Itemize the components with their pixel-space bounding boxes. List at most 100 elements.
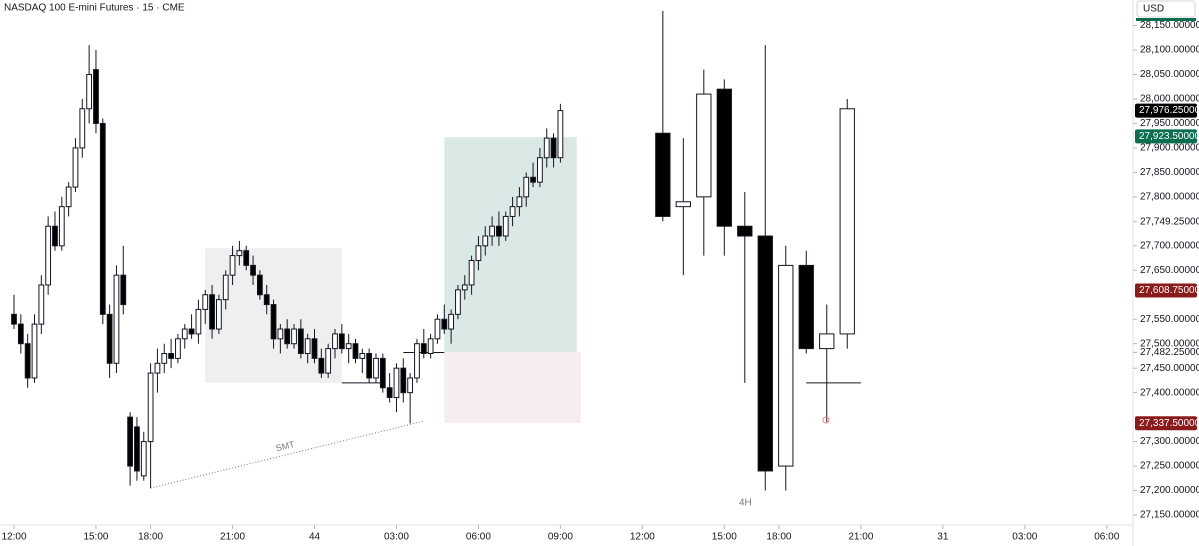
candle-body — [757, 235, 773, 472]
candle-body — [427, 338, 434, 354]
x-tick-label: 18:00 — [138, 532, 163, 543]
currency-button[interactable] — [1136, 0, 1196, 18]
candle-body — [448, 313, 455, 330]
x-tick-label: 44 — [309, 532, 321, 543]
candle-body — [297, 328, 304, 354]
price-label-box — [1135, 129, 1197, 144]
candle-body — [31, 323, 38, 379]
alert-dot — [822, 416, 830, 424]
candle-body — [106, 313, 113, 364]
y-tick-label: 28,050.000000 — [1140, 69, 1199, 80]
y-tick-label: 27,800.000000 — [1140, 192, 1199, 203]
x-tick-label: 03:00 — [384, 532, 409, 543]
candle-body — [482, 235, 489, 247]
trend-line — [150, 420, 424, 489]
candle-body — [304, 338, 311, 354]
candle-body — [550, 137, 557, 159]
candle-body — [52, 225, 58, 247]
x-tick-label: 31 — [937, 532, 949, 543]
candle-body — [38, 284, 45, 325]
y-tick-label: 28,000.000000 — [1140, 94, 1199, 105]
candle-body — [113, 274, 120, 364]
candle-body — [455, 289, 461, 315]
timeframe-annotation: 4H — [739, 498, 752, 509]
candle-body — [181, 328, 188, 340]
candle-body — [468, 259, 475, 286]
candle-body — [675, 201, 691, 208]
y-tick-label: 27,550.000000 — [1140, 314, 1199, 325]
candle-body — [236, 250, 243, 257]
currency[interactable]: USD — [1143, 4, 1164, 15]
candle-body — [161, 352, 168, 364]
y-tick-label: 27,950.000000 — [1140, 118, 1199, 129]
candle-body — [496, 225, 502, 237]
candle-body — [400, 367, 407, 394]
candle-body — [441, 318, 448, 330]
candle-body — [338, 333, 345, 350]
candle-body — [530, 176, 536, 183]
y-tick-label: 27,150.000000 — [1140, 510, 1199, 521]
price-label-box — [1135, 283, 1197, 298]
candle-body — [489, 225, 495, 237]
y-tick-label: 27,650.000000 — [1140, 265, 1199, 276]
candle-body — [24, 343, 31, 379]
candle-body — [229, 255, 236, 276]
candle-body — [366, 352, 373, 379]
y-tick-label: 28,150.000000 — [1140, 20, 1199, 31]
candle-body — [778, 264, 794, 467]
candle-body — [839, 108, 855, 335]
candle-body — [250, 264, 256, 276]
y-tick-label: 27,400.000000 — [1140, 387, 1199, 398]
candle-body — [216, 299, 222, 330]
candle-body — [188, 328, 195, 335]
candle-body — [798, 264, 814, 350]
y-tick-label: 27,450.000000 — [1140, 363, 1199, 374]
x-tick-label: 21:00 — [220, 532, 245, 543]
candle-body — [127, 416, 133, 467]
candle-body — [79, 108, 86, 149]
candle-body — [209, 294, 215, 330]
x-tick-label: 12:00 — [1, 532, 26, 543]
candle-body — [543, 137, 550, 159]
y-tick-label: 27,900.000000 — [1140, 143, 1199, 154]
candle-body — [45, 225, 52, 286]
y-tick-label: 27,700.000000 — [1140, 240, 1199, 251]
x-tick-label: 06:00 — [466, 532, 491, 543]
candle-body — [195, 308, 202, 335]
x-tick-label: 09:00 — [548, 532, 573, 543]
y-tick-label: 27,300.000000 — [1140, 436, 1199, 447]
y-tick-label: 27,749.250000 — [1140, 216, 1199, 227]
candle-body — [311, 338, 318, 359]
price-label-box — [1135, 416, 1197, 431]
zone — [444, 352, 581, 423]
candle-body — [222, 274, 229, 301]
candle-body — [134, 426, 140, 472]
candle-body — [291, 328, 297, 345]
candle-body — [461, 284, 468, 291]
candle-body — [11, 313, 17, 325]
y-tick-label: 27,200.000000 — [1140, 485, 1199, 496]
candle-body — [202, 294, 209, 310]
candle-body — [379, 357, 386, 389]
candle-body — [256, 274, 263, 296]
candle-body — [557, 110, 564, 159]
x-tick-label: 03:00 — [1012, 532, 1037, 543]
candle-body — [386, 387, 393, 399]
line-label: SMT — [275, 439, 296, 453]
price-label: 27,976.250000 — [1139, 105, 1199, 116]
candle-body — [65, 186, 72, 208]
price-marker — [1136, 18, 1196, 21]
candle-body — [72, 147, 79, 188]
x-tick-label: 15:00 — [712, 532, 737, 543]
candle-body — [175, 338, 181, 359]
y-tick-label: 28,100.000000 — [1140, 45, 1199, 56]
candle-body — [655, 132, 671, 217]
candle-body — [120, 274, 127, 306]
y-tick-label: 27,500.000000 — [1140, 338, 1199, 349]
candle-body — [345, 343, 352, 350]
candle-body — [359, 352, 366, 359]
candle-body — [407, 377, 414, 394]
candle-body — [243, 250, 250, 266]
